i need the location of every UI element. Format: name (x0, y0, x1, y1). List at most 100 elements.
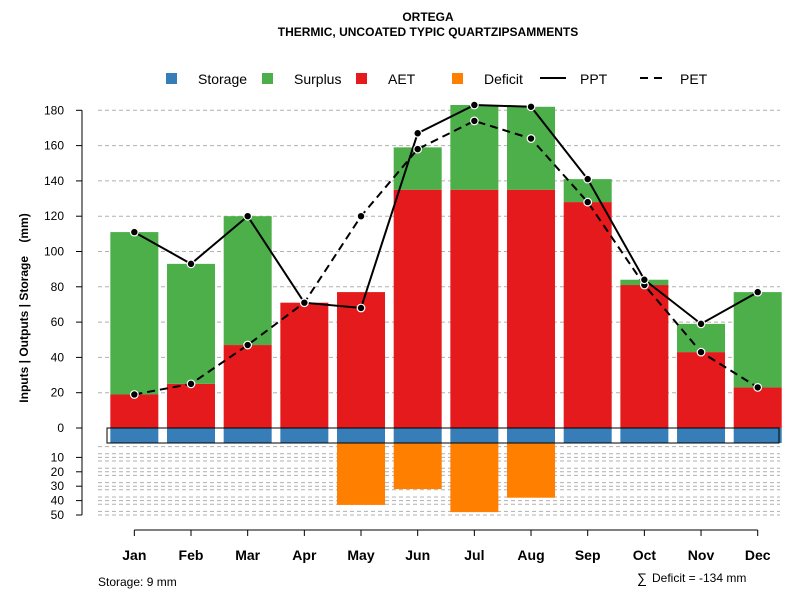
pet-point (696, 347, 706, 357)
surplus-bar (110, 232, 159, 395)
storage-bar (563, 428, 612, 443)
ppt-point (186, 259, 196, 269)
storage-note: Storage: 9 mm (98, 575, 177, 589)
aet-bar (223, 345, 272, 428)
y-axis-label: Inputs | Outputs | Storage (mm) (17, 213, 31, 402)
pet-point (583, 197, 593, 207)
ppt-point (696, 319, 706, 329)
legend-label: PPT (580, 71, 608, 87)
legend-swatch (356, 73, 367, 84)
storage-bar (110, 428, 159, 443)
surplus-bar (563, 179, 612, 203)
legend-swatch (452, 73, 463, 84)
x-tick-label: Feb (179, 547, 204, 563)
storage-outline (106, 427, 780, 444)
pet-point (356, 211, 366, 221)
deficit-bar (450, 443, 499, 513)
storage-bar (223, 428, 272, 443)
y-tick-label: 160 (44, 139, 64, 153)
legend: Storage Surplus AET Deficit PPT PET (166, 71, 708, 87)
y-tick-label: 180 (44, 103, 64, 117)
legend-label: Storage (198, 71, 247, 87)
chart-title: ORTEGA (402, 10, 454, 24)
x-tick-label: Sep (575, 547, 601, 563)
aet-bar (167, 383, 216, 428)
legend-swatch (262, 73, 273, 84)
bars (106, 105, 782, 513)
y-tick-label: 40 (51, 350, 65, 364)
storage-bar (393, 428, 442, 443)
ppt-point (129, 227, 139, 237)
ppt-line (133, 103, 759, 326)
pet-point (469, 116, 479, 126)
aet-bar (507, 189, 556, 428)
deficit-bar (337, 443, 386, 505)
aet-bar (620, 285, 669, 428)
lines (129, 100, 763, 399)
grid-lines (98, 109, 780, 516)
x-tick-label: Jun (405, 547, 430, 563)
ppt-point (299, 298, 309, 308)
y-tick-label: 20 (51, 386, 65, 400)
storage-bar (507, 428, 556, 443)
surplus-bar (507, 106, 556, 190)
y-tick-label: 50 (51, 508, 65, 522)
y-tick-label: 30 (51, 479, 65, 493)
surplus-bar (167, 263, 216, 384)
x-tick-label: Jul (464, 547, 484, 563)
legend-label: Deficit (484, 71, 523, 87)
ppt-point (469, 100, 479, 110)
aet-bar (450, 189, 499, 428)
pet-point (526, 134, 536, 143)
pet-point (186, 379, 196, 389)
x-tick-label: May (347, 547, 374, 563)
pet-point (753, 383, 763, 392)
y-tick-label: 100 (44, 245, 64, 259)
pet-point (243, 340, 253, 350)
x-tick-label: Oct (633, 547, 657, 563)
ppt-point (526, 102, 536, 112)
ppt-point (243, 211, 253, 221)
ppt-point (413, 128, 423, 138)
storage-bar (620, 428, 669, 443)
y-tick-label: 20 (51, 465, 65, 479)
surplus-bar (223, 216, 272, 346)
x-tick-label: Mar (235, 547, 260, 563)
deficit-bar (393, 443, 442, 490)
legend-label: Surplus (294, 71, 341, 87)
storage-bar (280, 428, 329, 443)
y-tick-label: 80 (51, 280, 65, 294)
ppt-point (583, 174, 593, 184)
aet-bar (563, 202, 612, 428)
storage-bar (337, 428, 386, 443)
aet-bar (337, 292, 386, 428)
legend-label: AET (388, 71, 416, 87)
x-tick-label: Dec (745, 547, 771, 563)
deficit-note: Deficit = -134 mm (652, 571, 746, 585)
ppt-point (753, 287, 763, 297)
y-tick-label: 40 (51, 494, 65, 508)
storage-bar (733, 428, 782, 443)
pet-point (413, 144, 423, 154)
chart-subtitle: THERMIC, UNCOATED TYPIC QUARTZIPSAMMENTS (278, 25, 578, 39)
storage-bar (677, 428, 726, 443)
surplus-bar (733, 292, 782, 388)
ppt-point (639, 275, 649, 285)
legend-swatch (166, 73, 177, 84)
y-tick-label: 0 (57, 421, 64, 435)
x-tick-label: Aug (517, 547, 544, 563)
storage-bar (167, 428, 216, 443)
y-tick-label: 120 (44, 209, 64, 223)
surplus-bar (677, 323, 726, 353)
deficit-bar (507, 443, 556, 498)
pet-line (134, 119, 759, 396)
y-tick-label: 140 (44, 174, 64, 188)
x-tick-label: Nov (688, 547, 715, 563)
x-tick-label: Apr (292, 547, 317, 563)
ppt-point (356, 303, 366, 313)
x-tick-label: Jan (122, 547, 146, 563)
legend-label: PET (680, 71, 708, 87)
deficit-sum-symbol: ∑ (637, 570, 647, 586)
